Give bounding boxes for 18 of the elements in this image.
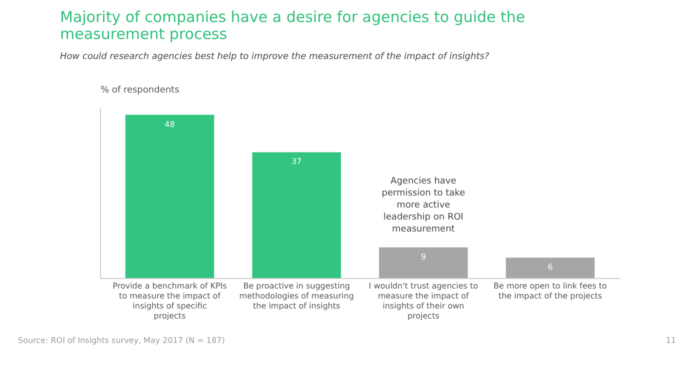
x-tick-label: I wouldn't trust agencies to measure the impact of insights of their own projects [368,282,478,320]
data-label: 9 [420,252,426,262]
bar [506,258,595,278]
x-tick-label: Be more open to link fees to the impact of the projects [494,282,608,300]
annotation: Agencies have permission to take more active leadership on ROI measurement [382,176,466,234]
data-label: 6 [548,262,553,272]
chart-title: Majority of companies have a desire for agencies to guide the measurement process [60,8,526,43]
bar [252,152,341,278]
data-label: 48 [164,120,175,129]
x-tick-label: Be proactive in suggesting methodologies of measuring the impact of insights [239,282,354,310]
x-tick-label: Provide a benchmark of KPIs to measure the impact of insights of specific projects [112,282,227,320]
text: 11 [666,336,676,345]
data-label: 37 [291,157,302,166]
source-note: Source: ROI of Insights survey, May 2017 (N = 187) [18,336,225,345]
bar [125,114,214,278]
chart-subtitle: How could research agencies best help to improve the measurement of the impact of insights? [60,52,490,62]
bar [379,247,468,278]
y-axis-title: % of respondents [100,86,180,96]
